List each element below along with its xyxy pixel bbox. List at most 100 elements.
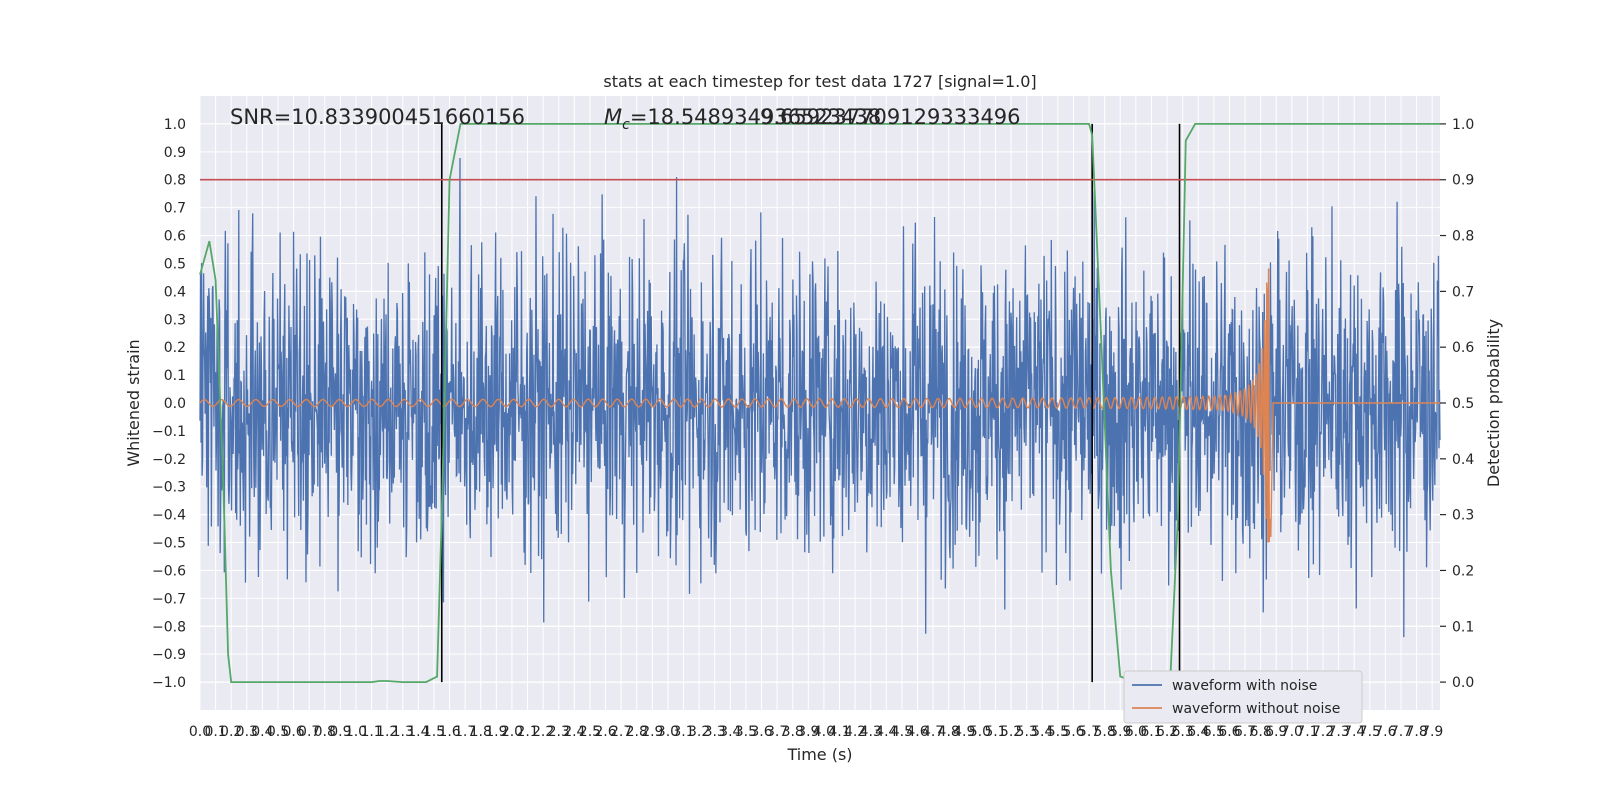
x-tick-label: 2.5 xyxy=(579,724,601,740)
y-tick-label: 0.0 xyxy=(164,396,186,412)
x-tick-label: 1.0 xyxy=(345,724,367,740)
x-tick-label: 4.4 xyxy=(875,724,897,740)
x-tick-label: 3.5 xyxy=(735,724,757,740)
mc-subscript: c xyxy=(622,117,630,133)
x-tick-label: 6.2 xyxy=(1156,724,1178,740)
mc-value: =18.548934936523438 xyxy=(630,105,881,129)
x-tick-label: 4.2 xyxy=(844,724,866,740)
x-tick-label: 3.1 xyxy=(672,724,694,740)
x-axis-label: Time (s) xyxy=(786,745,852,764)
y2-tick-label: 0.5 xyxy=(1452,396,1474,412)
y-tick-label: −0.5 xyxy=(152,536,186,552)
x-tick-label: 5.0 xyxy=(969,724,991,740)
x-tick-label: 6.8 xyxy=(1249,724,1271,740)
y-tick-label: −0.6 xyxy=(152,563,186,579)
x-tick-label: 4.7 xyxy=(922,724,944,740)
y2-tick-label: 0.6 xyxy=(1452,340,1474,356)
y2-tick-label: 0.7 xyxy=(1452,284,1474,300)
y2-tick-label: 1.0 xyxy=(1452,117,1474,133)
x-tick-label: 5.6 xyxy=(1062,724,1084,740)
x-tick-label: 3.4 xyxy=(719,724,741,740)
x-tick-label: 0.4 xyxy=(251,724,273,740)
y2-ticks: 1.0 0.9 0.8 0.7 0.6 0.5 0.4 0.3 0.2 0.1 0.0 xyxy=(1440,117,1474,691)
x-tick-label: 3.8 xyxy=(782,724,804,740)
noise-line xyxy=(199,157,1441,638)
x-tick-label: 0.5 xyxy=(267,724,289,740)
x-tick-label: 3.7 xyxy=(766,724,788,740)
x-tick-label: 6.9 xyxy=(1265,724,1287,740)
y-tick-label: −0.7 xyxy=(152,591,186,607)
x-tick-label: 1.3 xyxy=(392,724,414,740)
x-tick-label: 3.2 xyxy=(688,724,710,740)
x-tick-label: 1.8 xyxy=(470,724,492,740)
y-tick-label: 0.9 xyxy=(164,145,186,161)
x-tick-label: 4.5 xyxy=(891,724,913,740)
y-tick-label: 0.4 xyxy=(164,284,186,300)
x-tick-label: 0.8 xyxy=(314,724,336,740)
y-tick-label: −0.4 xyxy=(152,508,186,524)
x-tick-label: 3.3 xyxy=(704,724,726,740)
y-tick-label: 0.7 xyxy=(164,201,186,217)
y-tick-label: −0.8 xyxy=(152,619,186,635)
y-tick-label: −0.9 xyxy=(152,647,186,663)
x-tick-label: 0.9 xyxy=(329,724,351,740)
x-tick-label: 4.6 xyxy=(906,724,928,740)
x-tick-label: 7.5 xyxy=(1359,724,1381,740)
x-tick-label: 2.4 xyxy=(563,724,585,740)
y2-axis-label: Detection probability xyxy=(1484,319,1503,487)
x-tick-label: 6.5 xyxy=(1203,724,1225,740)
x-tick-label: 6.4 xyxy=(1187,724,1209,740)
y-tick-label: 0.1 xyxy=(164,368,186,384)
y2-tick-label: 0.2 xyxy=(1452,563,1474,579)
probability-line xyxy=(199,123,1440,683)
x-tick-label: 2.6 xyxy=(594,724,616,740)
legend-box xyxy=(1123,670,1363,724)
y-tick-label: −1.0 xyxy=(152,675,186,691)
x-tick-label: 2.0 xyxy=(501,724,523,740)
x-tick-label: 5.8 xyxy=(1094,724,1116,740)
x-tick-label: 5.7 xyxy=(1078,724,1100,740)
x-tick-label: 4.0 xyxy=(813,724,835,740)
x-tick-label: 1.4 xyxy=(407,724,429,740)
x-tick-label: 1.9 xyxy=(485,724,507,740)
mc-annotation: Mc=18.548934936523438 xyxy=(604,105,881,133)
y-tick-label: −0.1 xyxy=(152,424,186,440)
x-tick-label: 6.3 xyxy=(1172,724,1194,740)
legend-label-chirp: waveform without noise xyxy=(1172,701,1340,717)
y2-tick-label: 0.1 xyxy=(1452,619,1474,635)
x-tick-label: 0.7 xyxy=(298,724,320,740)
x-tick-label: 7.1 xyxy=(1296,724,1318,740)
x-tick-label: 6.0 xyxy=(1125,724,1147,740)
series-detection-probability xyxy=(199,123,1440,683)
y2-tick-label: 0.9 xyxy=(1452,173,1474,189)
y-ticks: 1.0 0.9 0.8 0.7 0.6 0.5 0.4 0.3 0.2 0.1 0.0 −0.1 −0.… xyxy=(152,117,186,691)
x-tick-label: 6.1 xyxy=(1140,724,1162,740)
y-tick-label: 0.6 xyxy=(164,229,186,245)
series-noise xyxy=(199,157,1441,638)
y-tick-label: 0.8 xyxy=(164,173,186,189)
x-tick-label: 0.2 xyxy=(220,724,242,740)
x-tick-label: 7.6 xyxy=(1374,724,1396,740)
x-tick-label: 2.8 xyxy=(626,724,648,740)
extra-annotation: 9.659237709129333496 xyxy=(760,105,1021,129)
x-tick-label: 1.1 xyxy=(360,724,382,740)
y2-tick-label: 0.8 xyxy=(1452,229,1474,245)
x-tick-label: 1.6 xyxy=(438,724,460,740)
x-tick-label: 3.9 xyxy=(797,724,819,740)
x-tick-label: 6.7 xyxy=(1234,724,1256,740)
y-tick-label: 0.3 xyxy=(164,312,186,328)
x-tick-label: 0.1 xyxy=(204,724,226,740)
x-tick-label: 7.4 xyxy=(1343,724,1365,740)
x-tick-label: 5.3 xyxy=(1016,724,1038,740)
legend: waveform with noise waveform without noi… xyxy=(1123,670,1363,724)
x-tick-label: 3.0 xyxy=(657,724,679,740)
x-tick-label: 7.9 xyxy=(1421,724,1443,740)
x-tick-label: 5.5 xyxy=(1047,724,1069,740)
legend-label-noise: waveform with noise xyxy=(1172,678,1317,694)
y2-tick-label: 0.0 xyxy=(1452,675,1474,691)
y2-tick-label: 0.4 xyxy=(1452,452,1474,468)
x-tick-label: 3.6 xyxy=(750,724,772,740)
x-tick-label: 1.7 xyxy=(454,724,476,740)
y2-tick-label: 0.3 xyxy=(1452,508,1474,524)
